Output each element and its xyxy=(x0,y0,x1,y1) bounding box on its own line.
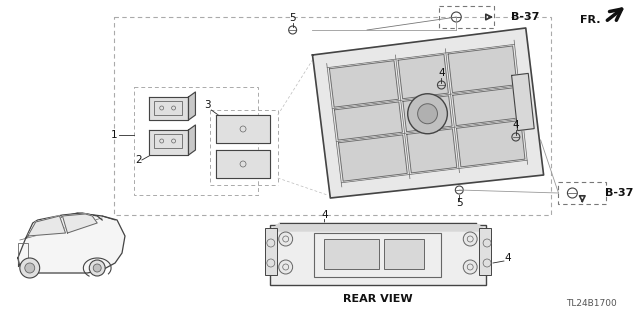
Circle shape xyxy=(25,263,35,273)
Polygon shape xyxy=(448,46,517,93)
Bar xyxy=(154,101,182,115)
Circle shape xyxy=(418,104,438,124)
Circle shape xyxy=(408,94,447,134)
Bar xyxy=(479,228,491,275)
Polygon shape xyxy=(312,28,543,198)
Text: REAR VIEW: REAR VIEW xyxy=(343,294,413,304)
Text: 4: 4 xyxy=(438,68,445,78)
Polygon shape xyxy=(28,216,65,236)
Polygon shape xyxy=(270,223,486,231)
Polygon shape xyxy=(216,115,270,143)
Text: 5: 5 xyxy=(456,198,463,208)
Bar xyxy=(324,239,379,269)
Polygon shape xyxy=(511,73,534,130)
Bar xyxy=(134,87,258,195)
Polygon shape xyxy=(452,87,520,126)
Polygon shape xyxy=(280,223,476,225)
Polygon shape xyxy=(398,55,448,99)
Text: 5: 5 xyxy=(289,13,296,23)
Text: 3: 3 xyxy=(204,100,211,110)
Bar xyxy=(265,228,276,275)
Bar xyxy=(270,225,486,285)
Text: 4: 4 xyxy=(513,120,519,130)
Bar xyxy=(18,243,28,263)
Bar xyxy=(559,182,606,204)
Text: FR.: FR. xyxy=(580,15,600,25)
Circle shape xyxy=(279,260,292,274)
Polygon shape xyxy=(339,135,407,181)
Bar xyxy=(384,239,424,269)
Polygon shape xyxy=(335,102,403,140)
Circle shape xyxy=(279,232,292,246)
Polygon shape xyxy=(148,130,188,155)
Circle shape xyxy=(20,258,40,278)
Polygon shape xyxy=(188,125,195,155)
Polygon shape xyxy=(18,213,125,273)
Text: TL24B1700: TL24B1700 xyxy=(566,299,617,308)
Text: B-37: B-37 xyxy=(605,188,634,198)
Bar xyxy=(154,134,182,148)
Circle shape xyxy=(463,260,477,274)
Text: B-37: B-37 xyxy=(511,12,540,22)
Polygon shape xyxy=(188,92,195,120)
Polygon shape xyxy=(216,150,270,178)
Bar xyxy=(440,6,494,28)
Bar xyxy=(114,17,550,215)
Polygon shape xyxy=(407,129,457,173)
Bar xyxy=(314,233,442,277)
Polygon shape xyxy=(456,121,525,167)
Circle shape xyxy=(93,264,101,272)
Text: 4: 4 xyxy=(321,210,328,220)
Polygon shape xyxy=(330,61,399,107)
Polygon shape xyxy=(403,96,452,132)
Text: 4: 4 xyxy=(504,253,511,263)
Polygon shape xyxy=(63,214,97,233)
Circle shape xyxy=(463,232,477,246)
Circle shape xyxy=(89,260,105,276)
Text: 1: 1 xyxy=(111,130,117,140)
Text: 2: 2 xyxy=(136,155,142,165)
Polygon shape xyxy=(148,97,188,120)
